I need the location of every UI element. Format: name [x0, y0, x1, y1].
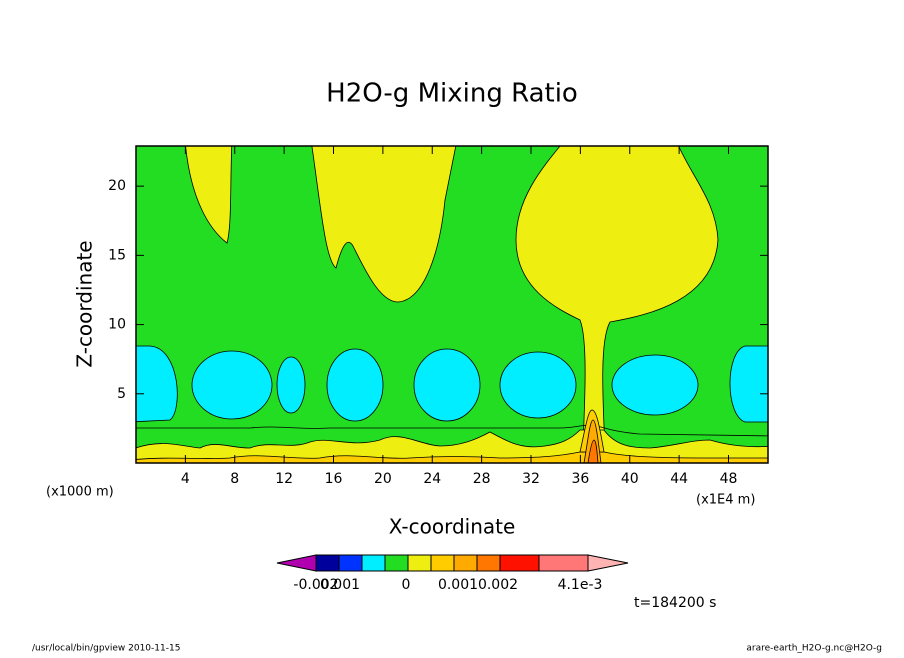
x-tick-label: 16 — [325, 471, 343, 487]
x-tick-label: 44 — [670, 471, 688, 487]
colorbar-label: 0.002 — [478, 577, 518, 593]
colorbar-box — [384, 554, 409, 572]
colorbar-box — [453, 554, 478, 572]
x-unit: (x1000 m) — [46, 485, 114, 500]
chart-title: H2O-g Mixing Ratio — [326, 79, 578, 109]
x-unit-2: (x1E4 m) — [696, 493, 755, 508]
colorbar-box — [476, 554, 501, 572]
colorbar-label: 0.001 — [438, 577, 478, 593]
contour-fill — [136, 146, 768, 463]
x-tick-label: 20 — [374, 471, 392, 487]
plot-frame — [135, 145, 769, 464]
footer-right: arare-earth_H2O-g.nc@H2O-g — [746, 644, 882, 654]
footer-left: /usr/local/bin/gpview 2010-11-15 — [32, 644, 180, 654]
colorbar-box — [407, 554, 432, 572]
x-tick-label: 36 — [571, 471, 589, 487]
y-tick-label: 15 — [108, 247, 126, 263]
x-tick-label: 4 — [181, 471, 190, 487]
y-axis-label: Z-coordinate — [73, 240, 97, 367]
colorbar-box — [499, 554, 540, 572]
x-tick-label: 8 — [230, 471, 239, 487]
x-tick-label: 12 — [275, 471, 293, 487]
colorbar-box — [361, 554, 386, 572]
colorbar-arrow — [276, 554, 317, 572]
colorbar-label: -0.002 — [293, 577, 338, 593]
colorbar-label: 4.1e-3 — [558, 577, 603, 593]
y-tick-label: 10 — [108, 317, 126, 333]
x-tick-label: 32 — [522, 471, 540, 487]
time-label: t=184200 s — [634, 595, 716, 611]
x-tick-label: 40 — [621, 471, 639, 487]
colorbar-label: 0.001 — [320, 577, 360, 593]
colorbar-box — [538, 554, 589, 572]
y-tick-label: 5 — [117, 386, 126, 402]
x-tick-label: 28 — [473, 471, 491, 487]
colorbar-label: 0 — [402, 577, 411, 593]
colorbar-box — [315, 554, 340, 572]
y-tick-label: 20 — [108, 178, 126, 194]
colorbar-box — [430, 554, 455, 572]
x-tick-label: 48 — [720, 471, 738, 487]
x-axis-label: X-coordinate — [389, 515, 516, 539]
colorbar-box — [338, 554, 363, 572]
x-tick-label: 24 — [423, 471, 441, 487]
colorbar-arrow — [587, 554, 629, 572]
